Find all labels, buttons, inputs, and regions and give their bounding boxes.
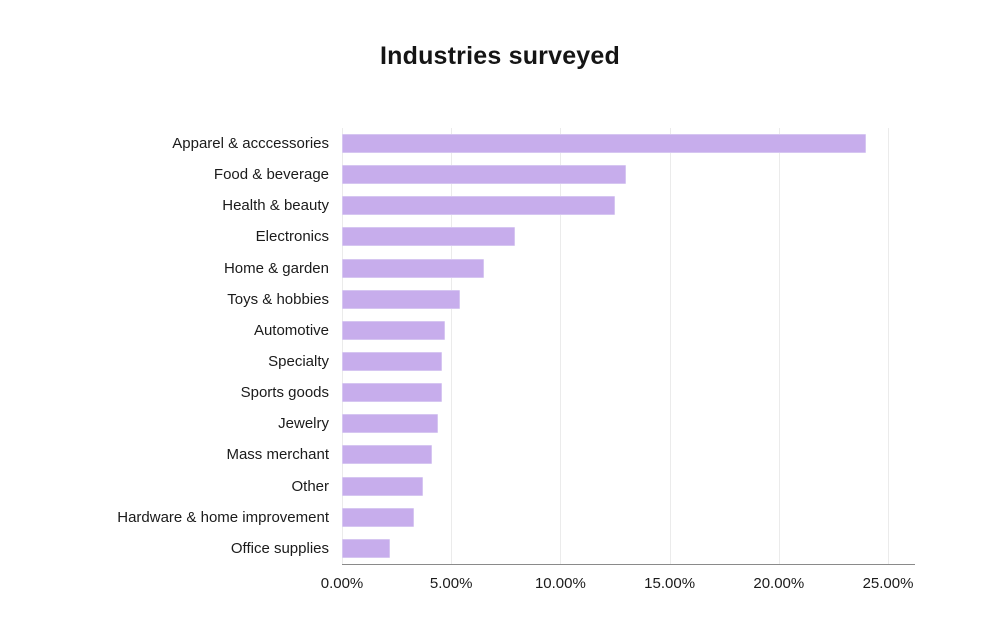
gridline <box>669 128 671 564</box>
chart-row: Jewelry <box>0 408 915 439</box>
bar-track <box>342 258 915 278</box>
chart-row: Office supplies <box>0 533 915 564</box>
bar <box>342 507 415 527</box>
chart-row: Mass merchant <box>0 439 915 470</box>
bar-track <box>342 352 915 372</box>
bar <box>342 383 443 403</box>
x-tick-label: 5.00% <box>429 575 473 592</box>
category-label: Other <box>291 477 329 495</box>
bar <box>342 352 443 372</box>
category-label: Food & beverage <box>213 166 329 184</box>
x-axis-tick-labels: 0.00% 5.00% 10.00% 15.00% 20.00% 25.00% <box>321 575 915 599</box>
bar <box>342 414 439 434</box>
category-label: Hardware & home improvement <box>117 508 329 526</box>
chart-row: Specialty <box>0 346 915 377</box>
gridline-layer <box>342 128 915 564</box>
gridline <box>560 128 562 564</box>
bar <box>342 165 626 185</box>
bar-track <box>342 289 915 309</box>
chart-row: Hardware & home improvement <box>0 502 915 533</box>
bar-chart: Apparel & acccessories Food & beverage Hea… <box>0 128 915 565</box>
bar-track <box>342 320 915 340</box>
x-axis-line <box>342 564 915 565</box>
bar-track <box>342 196 915 216</box>
gridline <box>888 128 889 564</box>
x-tick-label: 25.00% <box>862 575 914 592</box>
category-label: Sports goods <box>240 384 329 402</box>
chart-row: Home & garden <box>0 253 915 284</box>
category-label: Apparel & acccessories <box>172 135 329 153</box>
bar <box>342 258 484 278</box>
x-tick-label: 0.00% <box>320 575 364 592</box>
chart-row: Other <box>0 471 915 502</box>
chart-row: Apparel & acccessories <box>0 128 915 159</box>
bar <box>342 227 515 247</box>
x-tick-label: 20.00% <box>753 575 805 592</box>
category-label: Jewelry <box>278 415 329 433</box>
bar-track <box>342 476 915 496</box>
bar-track <box>342 414 915 434</box>
x-tick-label: 15.00% <box>644 575 696 592</box>
bar-track <box>342 445 915 465</box>
bar-track <box>342 227 915 247</box>
chart-row: Sports goods <box>0 377 915 408</box>
category-label: Specialty <box>268 353 329 371</box>
category-label: Mass merchant <box>226 446 329 464</box>
x-tick-label: 10.00% <box>534 575 586 592</box>
chart-row: Food & beverage <box>0 159 915 190</box>
chart-title: Industries surveyed <box>379 42 620 70</box>
gridline <box>778 128 780 564</box>
bar <box>342 134 867 154</box>
bar <box>342 320 445 340</box>
gridline <box>342 128 343 564</box>
category-label: Home & garden <box>223 259 329 277</box>
bar-track <box>342 165 915 185</box>
bar-track <box>342 507 915 527</box>
chart-row: Toys & hobbies <box>0 284 915 315</box>
bar <box>342 538 391 558</box>
bar-rows: Apparel & acccessories Food & beverage Hea… <box>0 128 915 564</box>
bar-track <box>342 134 915 154</box>
gridline <box>451 128 453 564</box>
bar <box>342 196 615 216</box>
chart-row: Electronics <box>0 221 915 252</box>
category-label: Electronics <box>255 228 329 246</box>
bar <box>342 289 460 309</box>
category-label: Office supplies <box>230 539 329 557</box>
bar-track <box>342 383 915 403</box>
chart-row: Automotive <box>0 315 915 346</box>
category-label: Automotive <box>253 321 329 339</box>
category-label: Toys & hobbies <box>227 290 329 308</box>
bar-track <box>342 538 915 558</box>
category-label: Health & beauty <box>222 197 329 215</box>
bar <box>342 445 432 465</box>
bar <box>342 476 423 496</box>
chart-row: Health & beauty <box>0 190 915 221</box>
